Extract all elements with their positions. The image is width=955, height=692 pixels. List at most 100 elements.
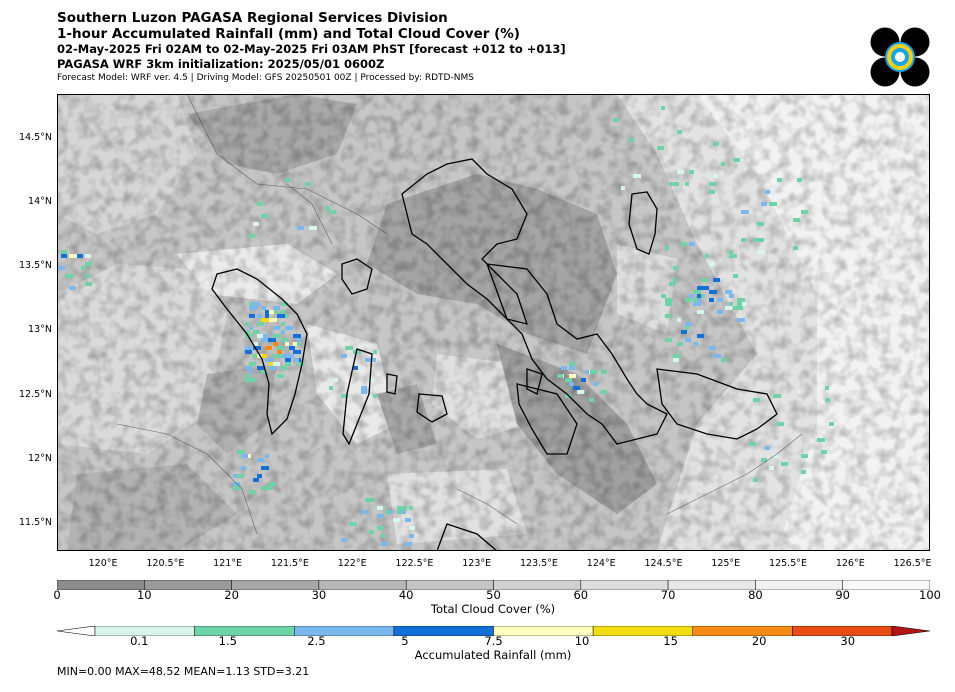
rain-cell	[673, 358, 679, 362]
rain-cell	[261, 306, 266, 310]
rain-cell	[769, 202, 777, 206]
rain-cell	[689, 242, 695, 246]
rain-colorbar-tick: 7.5	[484, 634, 503, 648]
rain-cell	[797, 178, 802, 182]
rain-cell	[657, 146, 664, 150]
rain-colorbar-extend-max	[891, 626, 930, 636]
rain-cell	[581, 378, 586, 382]
rain-cell	[257, 322, 264, 326]
rain-cell	[277, 374, 284, 378]
rain-cell	[273, 362, 280, 366]
rain-cell	[281, 354, 289, 358]
rain-cell	[773, 394, 781, 398]
rain-cell	[717, 298, 723, 302]
x-tick-label: 120°E	[88, 558, 118, 569]
rain-cell	[701, 278, 708, 282]
rain-cell	[693, 342, 698, 346]
rain-cell	[249, 302, 256, 306]
rain-colorbar-segment	[692, 626, 793, 636]
rain-cell	[405, 542, 412, 546]
rain-cell	[361, 386, 367, 390]
rain-cell	[245, 378, 250, 382]
rain-cell	[701, 294, 705, 298]
rain-cell	[721, 358, 727, 362]
rain-cell	[349, 522, 357, 526]
rain-cell	[353, 366, 358, 370]
rain-cell	[261, 318, 269, 322]
rain-cell	[777, 178, 782, 182]
rain-cell	[397, 506, 402, 510]
rain-cell	[265, 486, 273, 490]
rain-cell	[241, 454, 248, 458]
cloud-colorbar-segment	[667, 580, 756, 590]
rain-cell	[277, 350, 282, 354]
rain-cell	[681, 330, 687, 334]
rain-cell	[369, 498, 375, 502]
rain-cell	[681, 242, 687, 246]
rain-cell	[249, 234, 255, 238]
x-tick-label: 126°E	[835, 558, 865, 569]
rain-cell	[729, 254, 737, 258]
rain-cell	[249, 306, 257, 310]
rain-cell	[685, 182, 689, 186]
rain-cell	[761, 202, 767, 206]
rain-cell	[257, 202, 263, 206]
rain-cell	[801, 210, 808, 214]
rain-cell	[561, 366, 567, 370]
rain-cell	[677, 318, 681, 322]
rain-cell	[297, 342, 301, 346]
rain-cell	[577, 390, 584, 394]
rain-cell	[309, 226, 317, 230]
rain-cell	[589, 370, 595, 374]
rain-cell	[265, 310, 270, 314]
rain-cell	[713, 142, 719, 146]
cloud-colorbar-segment	[144, 580, 232, 590]
rain-cell	[769, 466, 774, 470]
y-tick-label: 13°N	[28, 324, 52, 336]
rain-cell	[709, 290, 717, 294]
rain-cell	[713, 354, 721, 358]
rain-colorbar-tick: 20	[751, 634, 767, 648]
rain-cell	[305, 182, 311, 186]
cloud-colorbar-segment	[755, 580, 843, 590]
rain-cell	[297, 362, 304, 366]
rain-cell	[693, 302, 701, 306]
rain-cell	[61, 254, 67, 258]
y-tick-label: 11.5°N	[18, 517, 52, 529]
rain-cell	[297, 338, 302, 342]
rain-cell	[261, 370, 266, 374]
rain-cell	[585, 370, 589, 374]
rain-cell	[709, 298, 714, 302]
rain-cell	[409, 506, 413, 510]
rain-cell	[373, 350, 377, 354]
rain-cell	[281, 302, 288, 306]
rain-cell	[85, 282, 92, 286]
rain-cell	[253, 342, 258, 346]
rain-cell	[253, 346, 261, 350]
rain-cell	[257, 334, 263, 338]
rain-cell	[733, 274, 738, 278]
rain-cell	[285, 342, 289, 346]
rain-cell	[233, 474, 238, 478]
cloud-colorbar-tick: 50	[486, 588, 501, 602]
rain-cell	[725, 306, 732, 310]
rain-cell	[773, 454, 778, 458]
rain-cell	[613, 118, 619, 122]
rain-cell	[253, 302, 260, 306]
rain-cell	[365, 358, 371, 362]
cloud-colorbar-segment	[57, 580, 145, 590]
rain-cell	[373, 394, 377, 398]
rain-cell	[793, 246, 798, 250]
valid-time: 02-May-2025 Fri 02AM to 02-May-2025 Fri …	[57, 42, 566, 56]
rain-cell	[333, 378, 338, 382]
init-time: PAGASA WRF 3km initialization: 2025/05/0…	[57, 57, 385, 71]
x-tick-label: 125°E	[711, 558, 741, 569]
rain-cell	[289, 354, 294, 358]
rain-cell	[277, 346, 284, 350]
rain-cell	[693, 298, 700, 302]
pagasa-logo	[870, 27, 930, 87]
rain-cell	[801, 454, 808, 458]
rain-cell	[361, 390, 367, 394]
rain-cell	[741, 238, 746, 242]
x-tick-label: 124°E	[586, 558, 616, 569]
